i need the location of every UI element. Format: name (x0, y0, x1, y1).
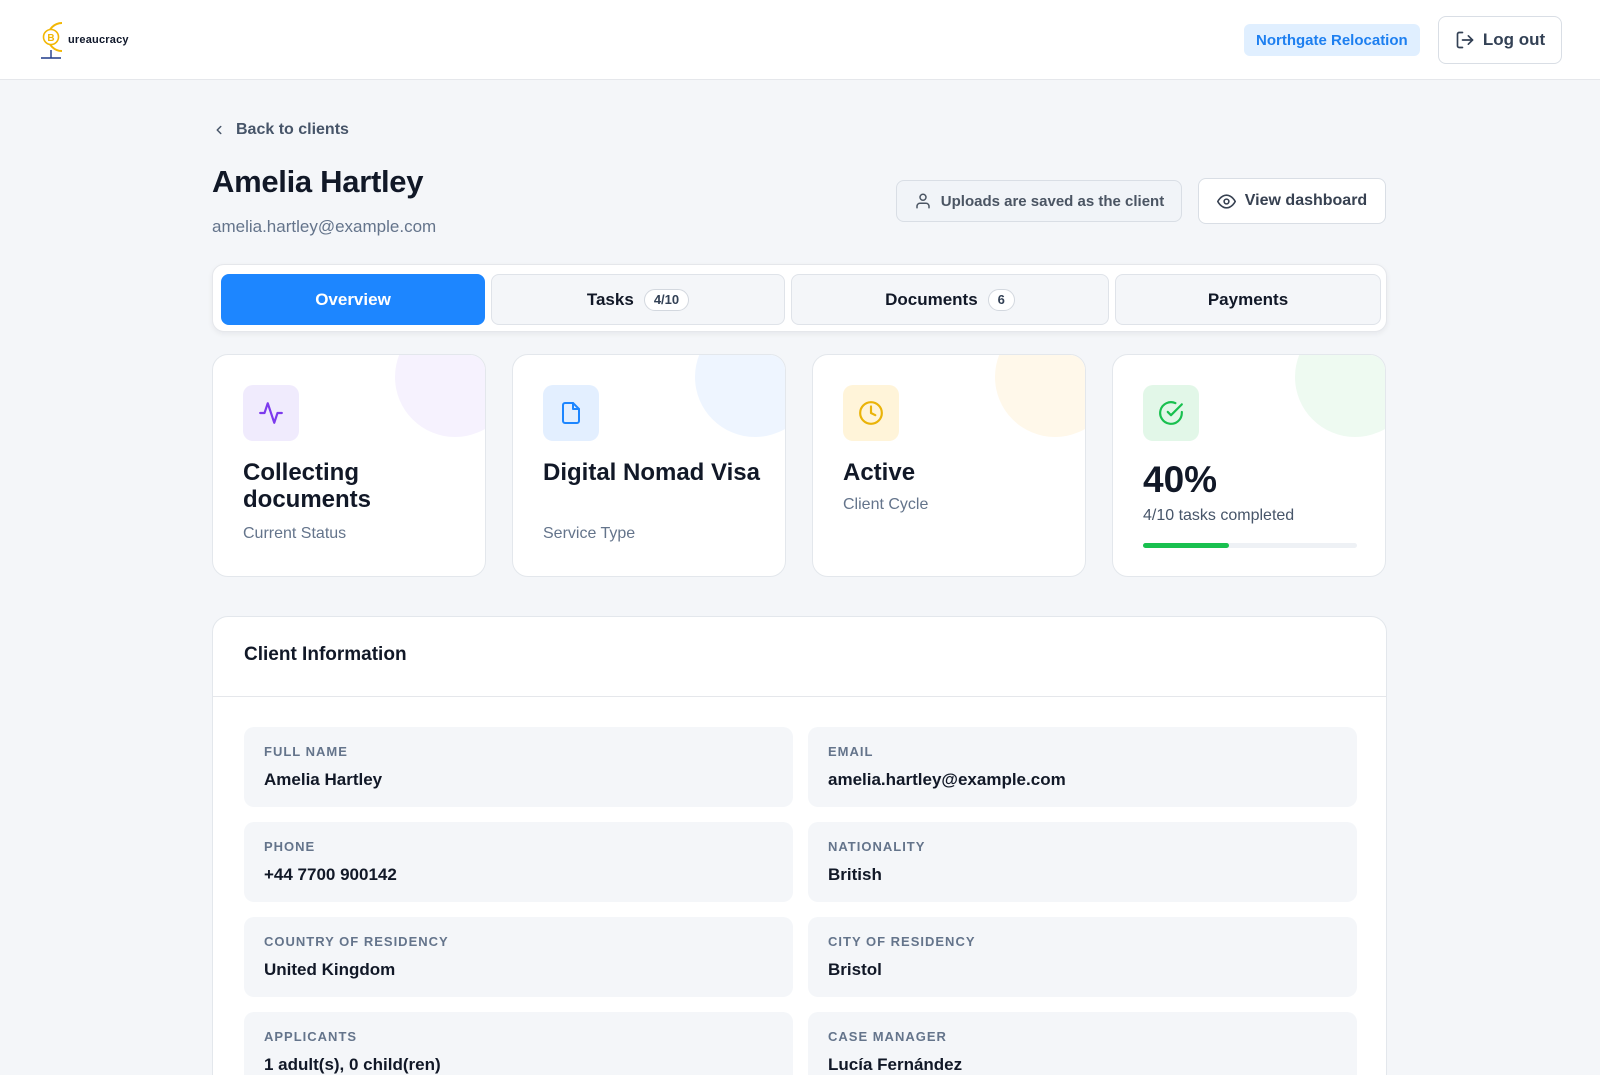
field-label: CASE MANAGER (828, 1029, 947, 1044)
client-cycle-label: Client Cycle (843, 496, 929, 513)
tab-bar: Overview Tasks 4/10 Documents 6 Payments (212, 264, 1387, 332)
applicants-field: APPLICANTS 1 adult(s), 0 child(ren) (244, 1012, 793, 1075)
client-email: amelia.hartley@example.com (212, 217, 437, 236)
tab-label: Tasks (586, 289, 634, 309)
field-label: NATIONALITY (828, 839, 926, 854)
client-information-panel: Client Information FULL NAME Amelia Hart… (212, 616, 1387, 1075)
nationality-field: NATIONALITY British (808, 822, 1357, 902)
logo-mark-icon: B (41, 22, 63, 59)
eye-icon (1216, 193, 1236, 209)
documents-count-badge: 6 (987, 288, 1015, 311)
field-value: Lucía Fernández (828, 1055, 963, 1074)
tab-tasks[interactable]: Tasks 4/10 (491, 274, 785, 325)
back-to-clients-link[interactable]: Back to clients (212, 118, 349, 142)
field-value: 1 adult(s), 0 child(ren) (264, 1055, 441, 1074)
field-value: amelia.hartley@example.com (828, 770, 1066, 789)
client-cycle-card: Active Client Cycle (812, 354, 1086, 577)
progress-bar (1143, 543, 1357, 548)
chevron-left-icon (216, 125, 222, 135)
service-type-value: Digital Nomad Visa (543, 459, 760, 486)
progress-label: 4/10 tasks completed (1143, 507, 1295, 524)
field-value: United Kingdom (264, 960, 396, 979)
client-cycle-value: Active (843, 459, 916, 486)
logout-button[interactable]: Log out (1438, 16, 1562, 64)
top-bar: B ureaucracy Northgate Relocation Log ou… (0, 0, 1600, 80)
tab-label: Overview (315, 289, 391, 309)
section-title: Client Information (244, 644, 407, 665)
country-of-residency-field: COUNTRY OF RESIDENCY United Kingdom (244, 917, 793, 997)
progress-percent: 40% (1143, 459, 1218, 500)
case-manager-field: CASE MANAGER Lucía Fernández (808, 1012, 1357, 1075)
full-name-field: FULL NAME Amelia Hartley (244, 727, 793, 807)
field-label: CITY OF RESIDENCY (828, 934, 976, 949)
field-value: Amelia Hartley (264, 770, 383, 789)
field-label: PHONE (264, 839, 316, 854)
clock-icon (843, 385, 899, 441)
card-decoration (1295, 355, 1385, 437)
logo-text: ureaucracy (68, 34, 129, 46)
field-label: FULL NAME (264, 744, 348, 759)
organization-badge: Northgate Relocation (1244, 24, 1420, 56)
logout-icon (1456, 31, 1474, 49)
tasks-count-badge: 4/10 (643, 288, 690, 311)
tab-label: Documents (885, 289, 978, 309)
check-circle-icon (1143, 385, 1199, 441)
activity-icon (243, 385, 299, 441)
phone-field: PHONE +44 7700 900142 (244, 822, 793, 902)
field-value: British (828, 865, 882, 884)
service-type-card: Digital Nomad Visa Service Type (512, 354, 786, 577)
card-decoration (995, 355, 1085, 437)
email-field: EMAIL amelia.hartley@example.com (808, 727, 1357, 807)
service-type-label: Service Type (543, 525, 636, 542)
status-value: Collecting documents (243, 459, 372, 513)
file-icon (543, 385, 599, 441)
status-card: Collecting documents Current Status (212, 354, 486, 577)
uploads-notice-label: Uploads are saved as the client (940, 192, 1165, 210)
card-decoration (695, 355, 785, 437)
tab-payments[interactable]: Payments (1115, 274, 1381, 325)
logo-letter: B (47, 33, 54, 44)
logout-label: Log out (1482, 30, 1546, 49)
tab-overview[interactable]: Overview (221, 274, 485, 325)
view-dashboard-label: View dashboard (1244, 192, 1368, 209)
progress-bar-fill (1143, 543, 1229, 548)
logo[interactable]: B ureaucracy (36, 20, 129, 60)
uploads-notice: Uploads are saved as the client (896, 180, 1182, 222)
user-icon (916, 193, 930, 209)
field-label: COUNTRY OF RESIDENCY (264, 934, 449, 949)
city-of-residency-field: CITY OF RESIDENCY Bristol (808, 917, 1357, 997)
field-label: APPLICANTS (264, 1029, 358, 1044)
status-label: Current Status (243, 525, 347, 542)
back-label: Back to clients (236, 121, 349, 138)
tab-documents[interactable]: Documents 6 (791, 274, 1109, 325)
field-label: EMAIL (828, 744, 874, 759)
page-title: Amelia Hartley (212, 164, 424, 199)
task-progress-card: 40% 4/10 tasks completed (1112, 354, 1386, 577)
card-decoration (395, 355, 485, 437)
divider (213, 696, 1386, 697)
view-dashboard-button[interactable]: View dashboard (1198, 178, 1386, 224)
field-value: +44 7700 900142 (264, 865, 397, 884)
tab-label: Payments (1207, 289, 1289, 309)
field-value: Bristol (828, 960, 882, 979)
